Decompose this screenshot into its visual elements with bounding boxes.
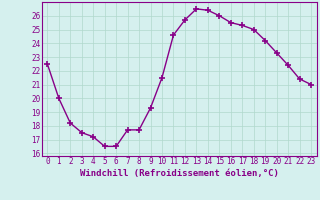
X-axis label: Windchill (Refroidissement éolien,°C): Windchill (Refroidissement éolien,°C) xyxy=(80,169,279,178)
